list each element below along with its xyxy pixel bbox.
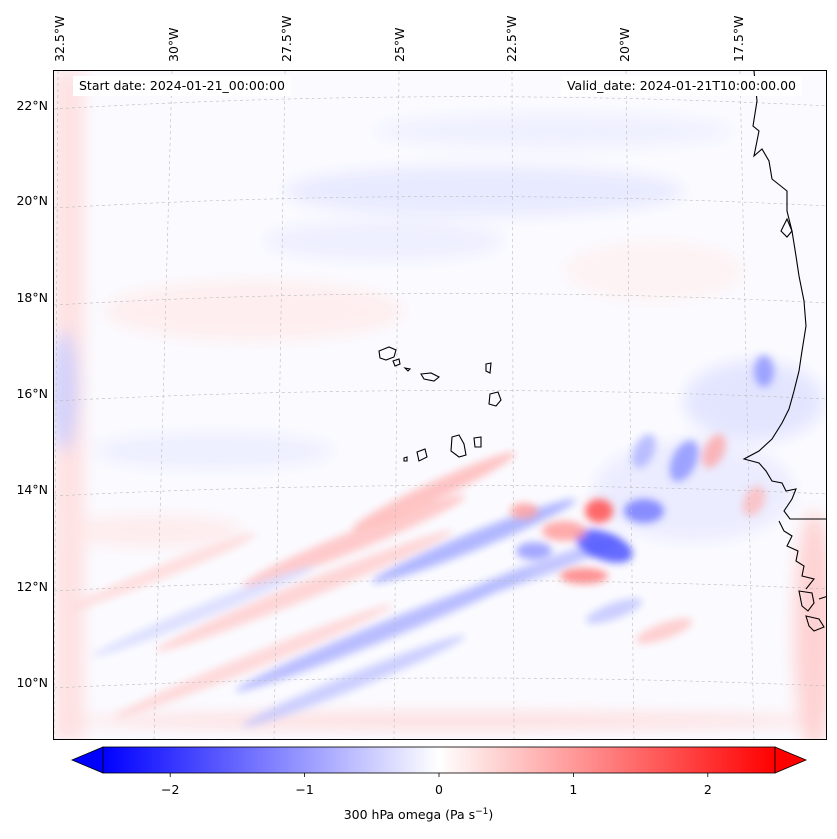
latitude-label: 14°N	[16, 482, 48, 497]
longitude-label: 22.5°W	[504, 15, 519, 62]
latitude-label: 10°N	[16, 675, 48, 690]
colorbar-tick-label: −1	[295, 782, 314, 797]
colorbar-label-exponent: −1	[475, 807, 489, 817]
colorbar-label-suffix: )	[488, 807, 494, 823]
colorbar-label-prefix: 300 hPa omega (Pa s	[343, 807, 476, 823]
valid-date-label: Valid_date: 2024-01-21T10:00:00.00	[560, 76, 802, 96]
latitude-label: 22°N	[16, 98, 48, 113]
coastline-west-africa	[742, 71, 826, 632]
colorbar-tick-label: 2	[703, 782, 712, 797]
longitude-label: 32.5°W	[52, 15, 67, 62]
latitude-label: 18°N	[16, 290, 48, 305]
field-strong-cells	[510, 355, 774, 644]
map-panel: Start date: 2024-01-21_00:00:00 Valid_da…	[53, 70, 827, 740]
colorbar-tick-label: 0	[435, 782, 443, 797]
graticule	[54, 71, 826, 739]
latitude-label: 12°N	[16, 579, 48, 594]
cape-verde-islands	[378, 346, 502, 462]
latitude-label: 16°N	[16, 386, 48, 401]
field-broad	[54, 71, 826, 739]
colorbar-extend-min	[70, 746, 104, 774]
field-streaks	[71, 452, 619, 727]
colorbar-gradient	[102, 746, 776, 774]
colorbar-label: 300 hPa omega (Pa s−1)	[0, 807, 837, 822]
start-date-label: Start date: 2024-01-21_00:00:00	[73, 76, 291, 96]
longitude-label: 27.5°W	[279, 15, 294, 62]
colorbar-tickmarks	[169, 773, 709, 777]
colorbar-tick-label: −2	[160, 782, 180, 797]
longitude-label: 30°W	[166, 27, 181, 62]
colorbar-extend-max	[774, 746, 808, 774]
longitude-label: 17.5°W	[731, 15, 746, 62]
longitude-label: 20°W	[617, 27, 632, 62]
latitude-label: 20°N	[16, 193, 48, 208]
omega-field-map	[54, 71, 826, 739]
longitude-label: 25°W	[392, 27, 407, 62]
colorbar-tick-label: 1	[569, 782, 578, 797]
colorbar-bar	[70, 746, 808, 774]
